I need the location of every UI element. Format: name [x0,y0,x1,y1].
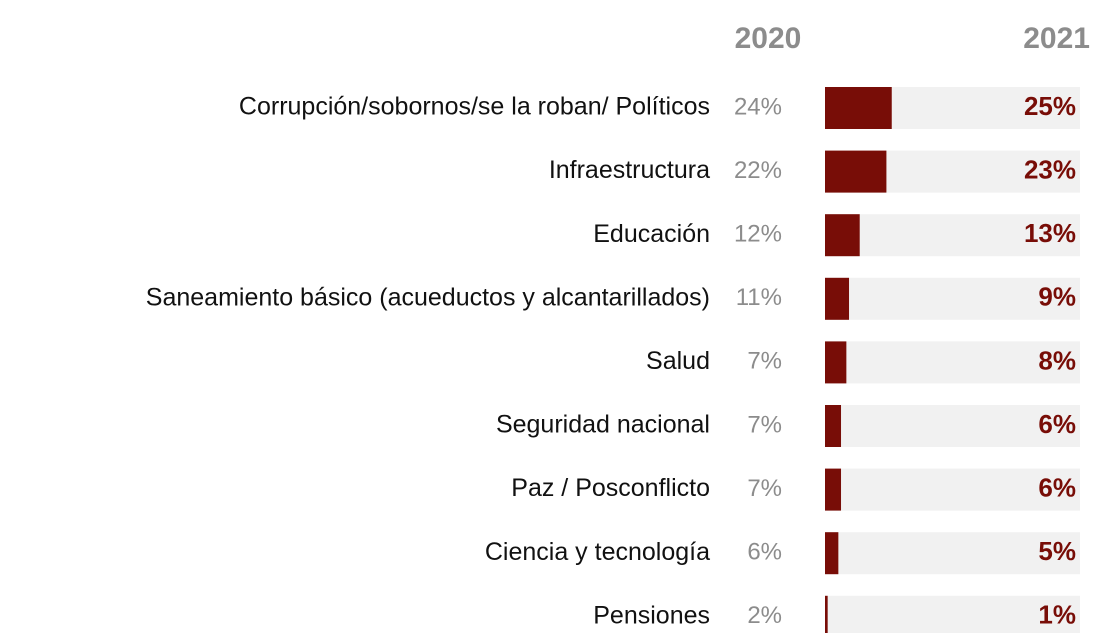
category-label: Corrupción/sobornos/se la roban/ Polític… [239,93,710,121]
value-label: 12% [734,221,782,248]
value-label: 7% [747,475,782,502]
value-label: 11% [736,284,782,311]
value-label: 24% [734,93,782,120]
bar [825,405,842,447]
bar [825,150,887,193]
category-label: Educación [593,220,710,248]
category-label: Infraestructura [549,156,710,184]
bar-track [825,595,1080,633]
value-label: 5% [1038,536,1076,566]
bar-track [825,532,1080,575]
category-label: Ciencia y tecnología [485,538,710,566]
value-label: 6% [1038,472,1076,502]
bar [825,468,842,511]
bar [825,277,850,320]
value-label: 2% [747,602,782,629]
value-label: 1% [1038,600,1076,630]
bar-track [825,468,1080,511]
bar-track [825,341,1080,384]
bar [825,214,860,257]
column-header: 2021 [1023,22,1090,55]
category-label: Seguridad nacional [496,411,710,439]
bar [825,87,892,129]
value-label: 13% [1024,218,1076,248]
value-label: 25% [1024,91,1076,121]
value-label: 6% [1038,409,1076,439]
bar [825,532,839,575]
column-header: 2020 [735,22,802,55]
category-label: Pensiones [593,601,710,629]
value-label: 6% [747,539,782,566]
value-label: 7% [747,411,782,438]
value-label: 22% [734,157,782,184]
value-label: 9% [1038,282,1076,312]
bar [825,595,828,633]
category-label: Paz / Posconflicto [511,474,710,502]
bar-track [825,214,1080,257]
value-label: 8% [1038,345,1076,375]
value-label: 7% [747,348,782,375]
value-label: 23% [1024,154,1076,184]
category-label: Salud [646,347,710,375]
bar-track [825,277,1080,320]
bar-track [825,405,1080,447]
category-label: Saneamiento básico (acueductos y alcanta… [146,283,710,311]
bar [825,341,847,384]
